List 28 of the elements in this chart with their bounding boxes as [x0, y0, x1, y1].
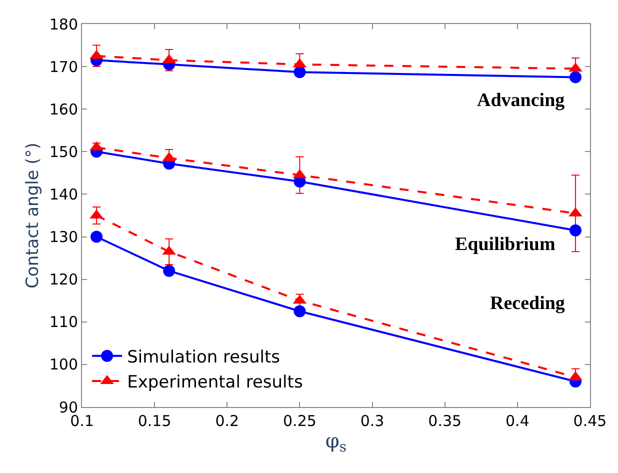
x-tick-label: 0.15 [138, 412, 172, 430]
annotation: Advancing [477, 90, 566, 111]
y-tick-label: 100 [49, 356, 78, 374]
y-tick-label: 110 [49, 313, 78, 332]
x-tick-label: 0.2 [215, 412, 240, 430]
point [163, 264, 176, 277]
annotation: Receding [490, 293, 566, 314]
point [90, 230, 103, 243]
x-tick-label: 0.45 [573, 412, 607, 430]
y-tick-label: 120 [49, 270, 78, 289]
x-tick-label: 0.25 [283, 412, 316, 430]
legend-label: Simulation results [127, 348, 280, 368]
y-tick-label: 170 [49, 58, 78, 76]
point [294, 305, 306, 318]
y-tick-label: 150 [49, 142, 78, 161]
x-axis-title: φ$_{s}$ [325, 428, 347, 456]
y-tick-label: 160 [49, 100, 78, 118]
x-tick-label: 0.3 [360, 412, 384, 430]
x-tick-label: 0.1 [70, 412, 94, 430]
y-tick-label: 180 [49, 15, 78, 34]
x-tick-label: 0.4 [506, 412, 530, 430]
x-tick-label: 0.35 [428, 412, 462, 430]
y-axis-title: Contact angle (°) [22, 142, 43, 288]
annotation: Equilibrium [455, 234, 556, 255]
point [569, 224, 582, 236]
y-tick-label: 130 [49, 228, 78, 246]
y-tick-label: 140 [49, 185, 78, 204]
legend-label: Experimental results [127, 372, 303, 393]
